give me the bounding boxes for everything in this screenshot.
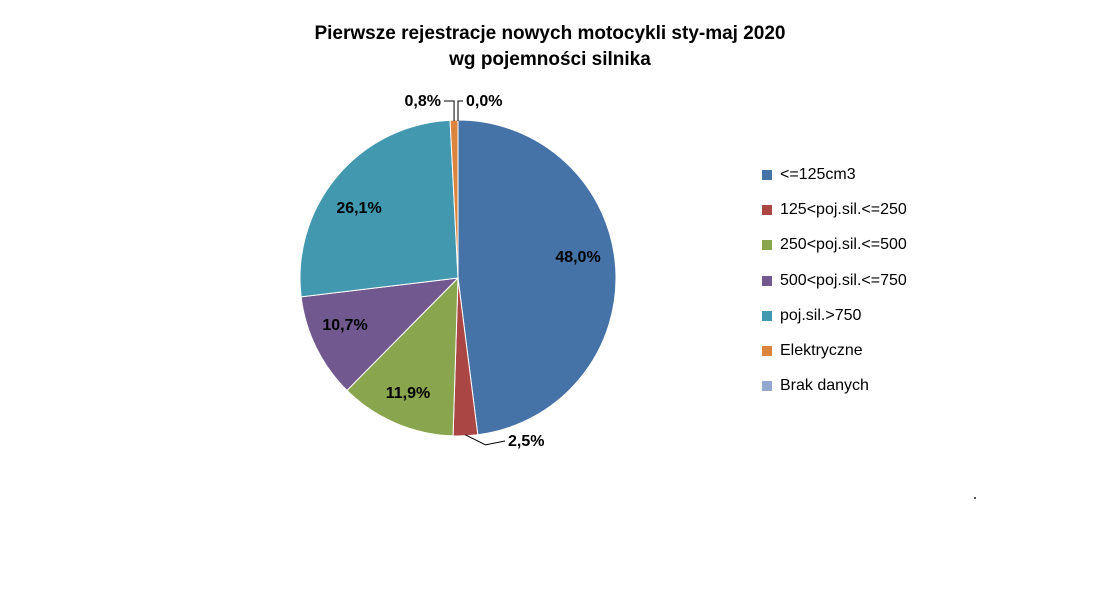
slice-data-label: 0,8% (405, 93, 441, 110)
pie-slice (457, 119, 617, 436)
leader-line (465, 434, 506, 446)
slice-data-label: 26,1% (336, 200, 381, 217)
legend-swatch (762, 310, 772, 321)
pie-slice (346, 276, 459, 437)
legend-item: 125<poj.sil.<=250 (762, 192, 907, 227)
legend-swatch (762, 381, 772, 392)
slice-data-label: 48,0% (555, 249, 600, 266)
legend-item: 500<poj.sil.<=750 (762, 263, 907, 298)
legend-label: <=125cm3 (780, 165, 856, 183)
slice-data-label: 11,9% (386, 385, 430, 402)
legend-swatch (762, 204, 772, 215)
stray-dot (974, 497, 976, 499)
legend-swatch (762, 169, 772, 180)
legend-item: poj.sil.>750 (762, 298, 907, 333)
legend-item: Elektryczne (762, 333, 907, 368)
legend-label: 500<poj.sil.<=750 (780, 271, 907, 289)
legend-swatch (762, 240, 772, 251)
legend-label: Brak danych (780, 377, 869, 395)
slice-data-label: 10,7% (322, 317, 367, 334)
legend-item: Brak danych (762, 369, 907, 404)
chart-title-line-1: Pierwsze rejestracje nowych motocykli st… (314, 23, 786, 44)
pie-slice (299, 119, 459, 298)
legend-label: 250<poj.sil.<=500 (780, 236, 907, 254)
slice-data-label: 2,5% (508, 433, 544, 450)
legend-label: poj.sil.>750 (780, 306, 862, 324)
pie-slice (300, 277, 460, 392)
legend-swatch (762, 346, 772, 357)
leader-line (444, 100, 455, 122)
legend-item: 250<poj.sil.<=500 (762, 228, 907, 263)
legend-label: 125<poj.sil.<=250 (780, 200, 907, 218)
chart-legend: <=125cm3 125<poj.sil.<=250 250<poj.sil.<… (762, 157, 907, 404)
legend-item: <=125cm3 (762, 157, 907, 192)
chart-title-line-2: wg pojemności silnika (449, 49, 651, 70)
slice-data-label: 0,0% (466, 93, 502, 110)
legend-swatch (762, 275, 772, 286)
leader-line (457, 100, 463, 121)
legend-label: Elektryczne (780, 342, 863, 360)
